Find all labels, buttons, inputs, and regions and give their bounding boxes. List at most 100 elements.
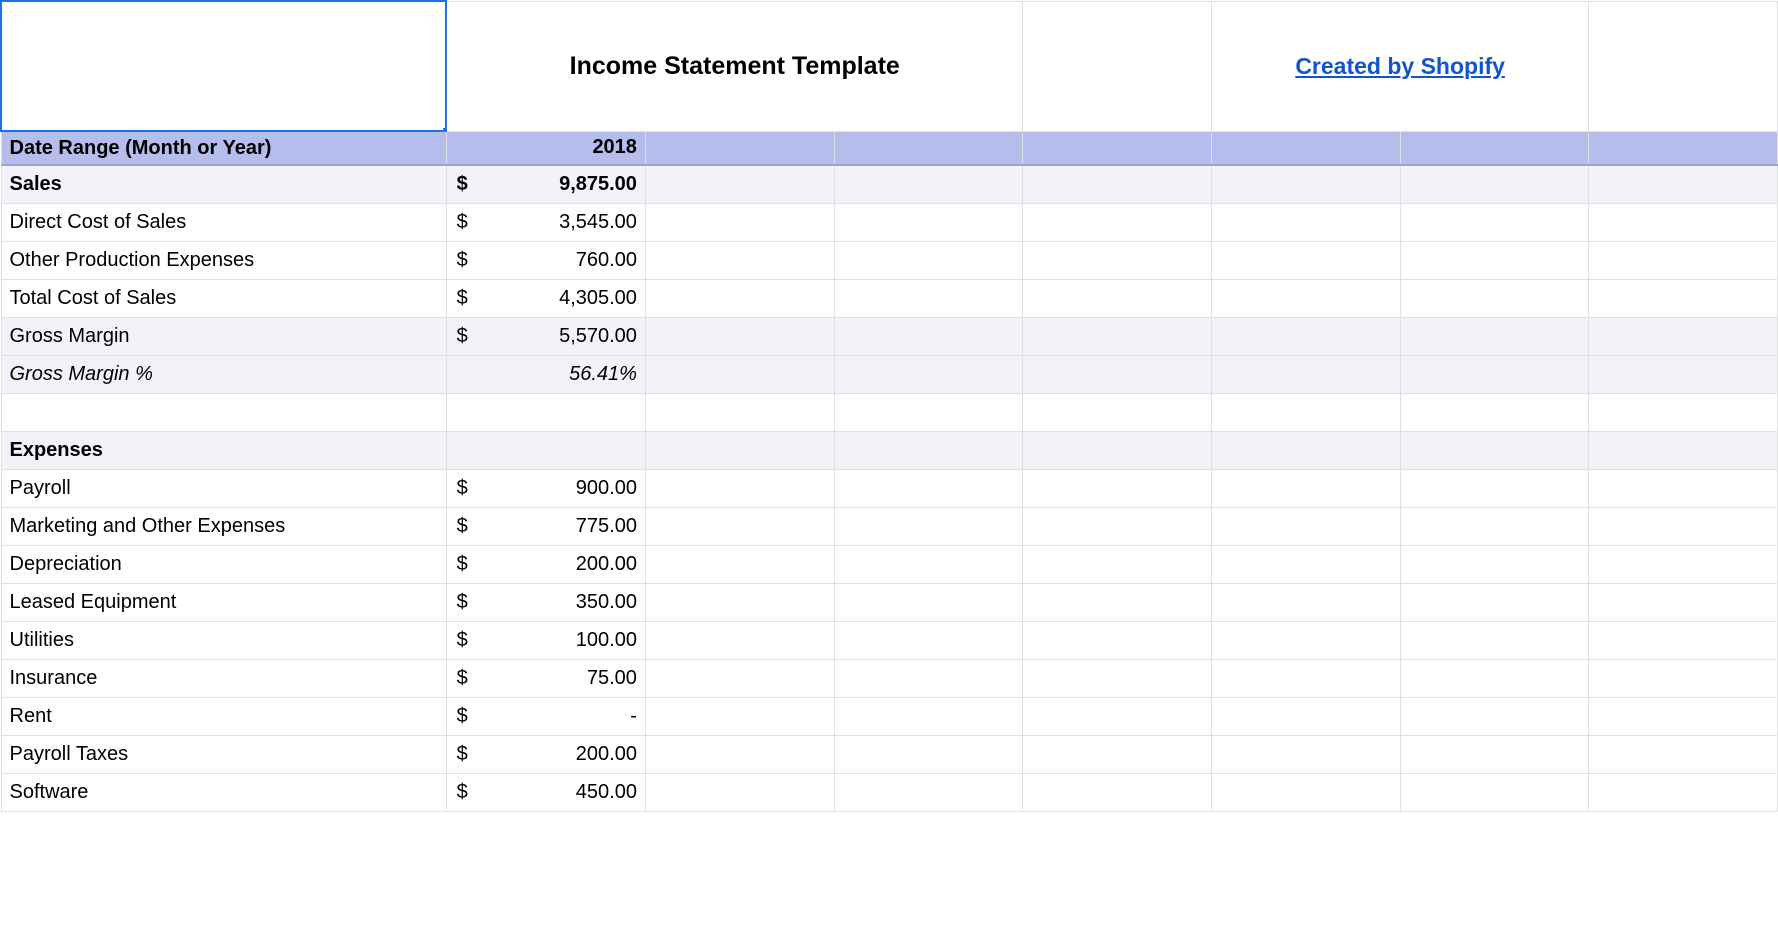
empty-cell[interactable] (645, 773, 834, 811)
empty-cell[interactable] (1211, 393, 1400, 431)
row-value-cell[interactable]: $350.00 (446, 583, 645, 621)
row-value-cell[interactable] (446, 393, 645, 431)
row-label-cell[interactable]: Insurance (1, 659, 446, 697)
row-value-cell[interactable]: $760.00 (446, 241, 645, 279)
empty-cell[interactable] (645, 165, 834, 203)
empty-cell[interactable] (834, 621, 1023, 659)
empty-cell[interactable] (1589, 241, 1778, 279)
empty-cell[interactable] (645, 131, 834, 165)
empty-cell[interactable] (1400, 165, 1589, 203)
empty-cell[interactable] (834, 241, 1023, 279)
empty-cell[interactable] (1211, 469, 1400, 507)
empty-cell[interactable] (1589, 431, 1778, 469)
empty-cell[interactable] (1400, 469, 1589, 507)
empty-cell[interactable] (1023, 659, 1212, 697)
empty-cell[interactable] (834, 131, 1023, 165)
empty-cell[interactable] (1023, 131, 1212, 165)
empty-cell[interactable] (1589, 735, 1778, 773)
credit-link-cell[interactable]: Created by Shopify (1211, 1, 1588, 131)
empty-cell[interactable] (1589, 583, 1778, 621)
empty-cell[interactable] (645, 317, 834, 355)
empty-cell[interactable] (1589, 469, 1778, 507)
row-label-cell[interactable]: Other Production Expenses (1, 241, 446, 279)
empty-cell[interactable] (834, 165, 1023, 203)
empty-cell[interactable] (645, 545, 834, 583)
empty-cell[interactable] (645, 735, 834, 773)
empty-cell[interactable] (1400, 279, 1589, 317)
row-label-cell[interactable]: Marketing and Other Expenses (1, 507, 446, 545)
empty-cell[interactable] (1211, 317, 1400, 355)
empty-cell[interactable] (1023, 393, 1212, 431)
empty-cell[interactable] (1023, 1, 1212, 131)
empty-cell[interactable] (1023, 773, 1212, 811)
empty-cell[interactable] (834, 697, 1023, 735)
empty-cell[interactable] (1211, 735, 1400, 773)
row-value-cell[interactable]: $- (446, 697, 645, 735)
empty-cell[interactable] (1023, 507, 1212, 545)
selection-fill-handle[interactable] (442, 127, 446, 131)
row-label-cell[interactable]: Payroll Taxes (1, 735, 446, 773)
empty-cell[interactable] (1211, 545, 1400, 583)
empty-cell[interactable] (1589, 507, 1778, 545)
row-label-cell[interactable]: Sales (1, 165, 446, 203)
empty-cell[interactable] (1400, 241, 1589, 279)
shopify-link[interactable]: Created by Shopify (1295, 53, 1505, 79)
empty-cell[interactable] (1023, 279, 1212, 317)
empty-cell[interactable] (1589, 279, 1778, 317)
empty-cell[interactable] (1023, 431, 1212, 469)
empty-cell[interactable] (1400, 621, 1589, 659)
empty-cell[interactable] (645, 697, 834, 735)
empty-cell[interactable] (645, 583, 834, 621)
row-value-cell[interactable]: 56.41% (446, 355, 645, 393)
row-label-cell[interactable]: Direct Cost of Sales (1, 203, 446, 241)
empty-cell[interactable] (1400, 203, 1589, 241)
row-value-cell[interactable]: $3,545.00 (446, 203, 645, 241)
empty-cell[interactable] (1589, 1, 1778, 131)
empty-cell[interactable] (1589, 621, 1778, 659)
empty-cell[interactable] (1023, 545, 1212, 583)
empty-cell[interactable] (1211, 773, 1400, 811)
empty-cell[interactable] (1589, 697, 1778, 735)
empty-cell[interactable] (645, 393, 834, 431)
row-value-cell[interactable]: $200.00 (446, 735, 645, 773)
empty-cell[interactable] (1023, 583, 1212, 621)
empty-cell[interactable] (1400, 735, 1589, 773)
empty-cell[interactable] (1023, 203, 1212, 241)
empty-cell[interactable] (834, 317, 1023, 355)
empty-cell[interactable] (834, 203, 1023, 241)
empty-cell[interactable] (834, 735, 1023, 773)
row-value-cell[interactable]: $450.00 (446, 773, 645, 811)
empty-cell[interactable] (645, 203, 834, 241)
empty-cell[interactable] (834, 583, 1023, 621)
row-value-cell[interactable]: $900.00 (446, 469, 645, 507)
empty-cell[interactable] (1400, 131, 1589, 165)
empty-cell[interactable] (645, 469, 834, 507)
empty-cell[interactable] (645, 241, 834, 279)
row-label-cell[interactable]: Total Cost of Sales (1, 279, 446, 317)
empty-cell[interactable] (834, 507, 1023, 545)
row-value-cell[interactable]: $75.00 (446, 659, 645, 697)
empty-cell[interactable] (645, 431, 834, 469)
empty-cell[interactable] (1023, 165, 1212, 203)
empty-cell[interactable] (1400, 583, 1589, 621)
empty-cell[interactable] (1023, 621, 1212, 659)
empty-cell[interactable] (1023, 697, 1212, 735)
empty-cell[interactable] (834, 393, 1023, 431)
selected-cell-a1[interactable] (1, 1, 446, 131)
empty-cell[interactable] (834, 545, 1023, 583)
empty-cell[interactable] (1589, 355, 1778, 393)
empty-cell[interactable] (1023, 241, 1212, 279)
row-value-cell[interactable] (446, 431, 645, 469)
row-label-cell[interactable] (1, 393, 446, 431)
row-label-cell[interactable]: Utilities (1, 621, 446, 659)
empty-cell[interactable] (1589, 659, 1778, 697)
date-range-year-cell[interactable]: 2018 (446, 131, 645, 165)
date-range-label-cell[interactable]: Date Range (Month or Year) (1, 131, 446, 165)
empty-cell[interactable] (645, 279, 834, 317)
empty-cell[interactable] (1589, 165, 1778, 203)
empty-cell[interactable] (645, 507, 834, 545)
empty-cell[interactable] (1211, 621, 1400, 659)
empty-cell[interactable] (1023, 735, 1212, 773)
empty-cell[interactable] (834, 279, 1023, 317)
empty-cell[interactable] (1400, 393, 1589, 431)
